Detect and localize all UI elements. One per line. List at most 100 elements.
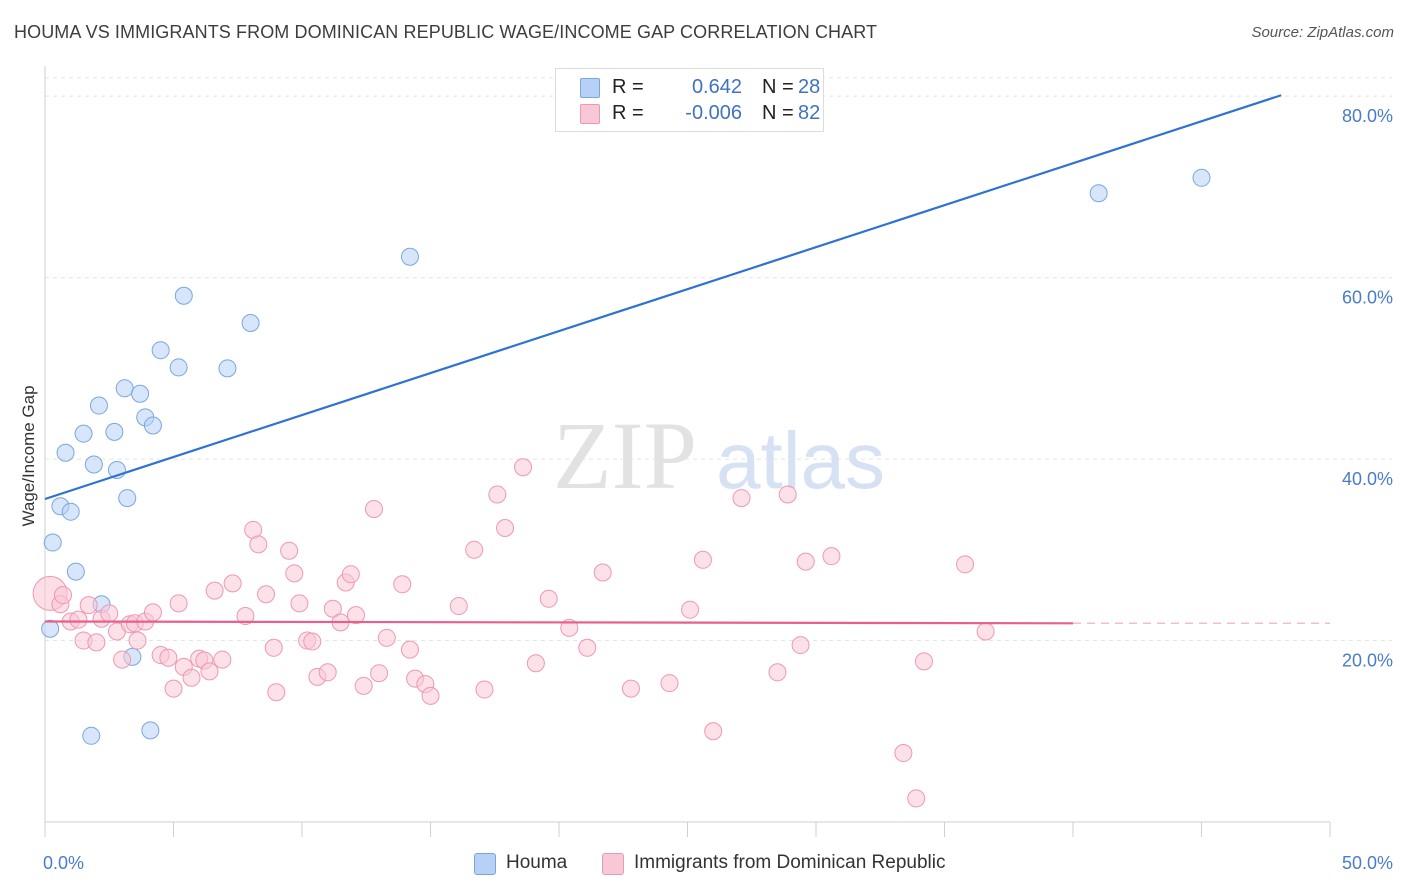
data-point bbox=[128, 631, 147, 650]
data-point bbox=[593, 563, 612, 582]
y-tick-label: 60.0% bbox=[1342, 288, 1393, 308]
data-point bbox=[732, 489, 751, 508]
data-point bbox=[796, 552, 815, 571]
data-point bbox=[377, 628, 396, 647]
data-point bbox=[914, 652, 933, 671]
data-point bbox=[400, 640, 419, 659]
data-point bbox=[205, 581, 224, 600]
data-point bbox=[164, 679, 183, 698]
data-point bbox=[43, 533, 62, 552]
data-point bbox=[61, 502, 80, 521]
data-point bbox=[105, 422, 124, 441]
chart-title: HOUMA VS IMMIGRANTS FROM DOMINICAN REPUB… bbox=[14, 22, 878, 42]
data-point bbox=[364, 499, 383, 518]
data-point bbox=[621, 679, 640, 698]
y-tick-label: 40.0% bbox=[1342, 469, 1393, 489]
legend-swatch-dominican bbox=[580, 104, 600, 124]
data-point bbox=[393, 575, 412, 594]
y-axis-label: Wage/Income Gap bbox=[19, 385, 38, 526]
data-point bbox=[236, 607, 255, 626]
legend-r-label: R = bbox=[612, 102, 644, 124]
series-label-dominican: Immigrants from Dominican Republic bbox=[634, 852, 946, 873]
data-point bbox=[267, 683, 286, 702]
x-tick-labels: 0.0% 50.0% bbox=[43, 853, 1393, 873]
data-point bbox=[53, 586, 72, 605]
data-point bbox=[100, 604, 119, 623]
data-point bbox=[488, 485, 507, 504]
data-point bbox=[560, 618, 579, 637]
data-point bbox=[704, 722, 723, 741]
correlation-legend: R = 0.642 N = 28 R = -0.006 N = 82 bbox=[555, 68, 824, 132]
data-point bbox=[539, 589, 558, 608]
data-point bbox=[400, 247, 419, 266]
legend-n-value: 28 bbox=[798, 76, 821, 98]
data-point bbox=[791, 636, 810, 655]
series-dominican bbox=[32, 458, 995, 808]
data-point bbox=[141, 721, 160, 740]
data-point bbox=[169, 594, 188, 613]
data-point bbox=[66, 562, 85, 581]
y-tick-label: 20.0% bbox=[1342, 651, 1393, 671]
data-point bbox=[907, 789, 926, 808]
data-point bbox=[660, 674, 679, 693]
data-point bbox=[370, 664, 389, 683]
data-point bbox=[182, 668, 201, 687]
data-point bbox=[87, 633, 106, 652]
axes bbox=[44, 66, 1331, 837]
data-point bbox=[956, 555, 975, 574]
trend-lines bbox=[44, 94, 1330, 625]
data-point bbox=[249, 535, 268, 554]
data-point bbox=[421, 686, 440, 705]
watermark: ZIP atlas bbox=[553, 402, 885, 509]
data-point bbox=[89, 396, 108, 415]
data-point bbox=[341, 565, 360, 584]
data-point bbox=[693, 550, 712, 569]
trend-line-houma bbox=[44, 94, 1282, 501]
data-point bbox=[323, 599, 342, 618]
data-point bbox=[143, 416, 162, 435]
legend-n-label: N = bbox=[762, 76, 794, 98]
series-houma bbox=[41, 168, 1211, 745]
data-point bbox=[1192, 168, 1211, 187]
data-point bbox=[303, 632, 322, 651]
chart-source: Source: ZipAtlas.com bbox=[1251, 24, 1394, 41]
data-point bbox=[264, 638, 283, 657]
data-point bbox=[131, 384, 150, 403]
data-point bbox=[174, 286, 193, 305]
data-point bbox=[526, 654, 545, 673]
legend-n-label: N = bbox=[762, 102, 794, 124]
data-point bbox=[894, 744, 913, 763]
data-point bbox=[56, 443, 75, 462]
data-point bbox=[465, 540, 484, 559]
data-point bbox=[213, 650, 232, 669]
data-point bbox=[681, 600, 700, 619]
trend-line-dominican bbox=[44, 620, 1074, 625]
data-point bbox=[82, 726, 101, 745]
x-tick-label: 50.0% bbox=[1342, 853, 1393, 873]
data-point bbox=[143, 603, 162, 622]
legend-r-value: 0.642 bbox=[691, 76, 742, 98]
data-point bbox=[223, 574, 242, 593]
watermark-zip: ZIP bbox=[553, 402, 697, 509]
data-point bbox=[346, 606, 365, 625]
data-point bbox=[285, 564, 304, 583]
legend-r-value: -0.006 bbox=[685, 102, 742, 124]
data-point bbox=[578, 638, 597, 657]
data-point bbox=[280, 541, 299, 560]
series-swatch-houma bbox=[474, 853, 496, 875]
data-point bbox=[115, 379, 134, 398]
data-point bbox=[241, 313, 260, 332]
data-point bbox=[84, 455, 103, 474]
legend-n-value: 82 bbox=[798, 102, 821, 124]
data-point bbox=[218, 359, 237, 378]
data-point bbox=[118, 489, 137, 508]
series-label-houma: Houma bbox=[506, 852, 568, 873]
data-point bbox=[475, 680, 494, 699]
data-point bbox=[41, 619, 60, 638]
y-tick-label: 80.0% bbox=[1342, 106, 1393, 126]
gridlines bbox=[45, 77, 1392, 642]
data-point bbox=[976, 622, 995, 641]
data-point bbox=[768, 663, 787, 682]
data-point bbox=[778, 485, 797, 504]
